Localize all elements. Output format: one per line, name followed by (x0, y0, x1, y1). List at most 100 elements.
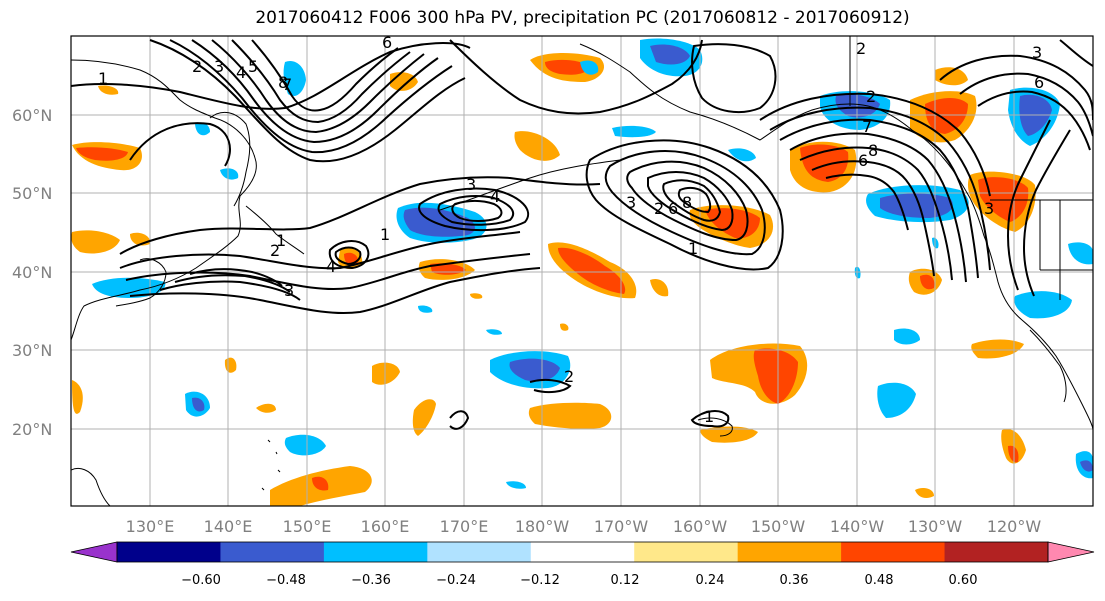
pv-contours (71, 39, 1093, 430)
contour-label: 4 (490, 187, 500, 206)
pv-contour (799, 146, 953, 281)
pv-contour (1006, 119, 1051, 291)
colorbar-segment (841, 542, 946, 562)
contour-label: 4 (236, 63, 246, 82)
coast-asia-east (71, 59, 257, 341)
precip-blob (195, 122, 210, 136)
pv-contour (691, 43, 777, 114)
precip-blob (71, 230, 120, 254)
colorbar-tick-label: −0.12 (520, 573, 560, 588)
colorbar-tick-label: −0.24 (436, 573, 476, 588)
precip-blob (700, 426, 758, 443)
pv-contour (251, 39, 399, 112)
precip-blob (1068, 242, 1093, 265)
contour-label: 1 (688, 239, 698, 258)
pv-contour (529, 378, 572, 394)
precip-blob (835, 94, 880, 118)
precip-blob (800, 144, 849, 182)
precip-blob (558, 247, 626, 294)
pv-contour (449, 39, 703, 115)
coast-kamchatka (209, 111, 251, 207)
contour-label: 2 (270, 241, 280, 260)
contour-label: 2 (192, 57, 202, 76)
precip-blob (925, 98, 968, 134)
colorbar-segment (530, 542, 635, 562)
colorbar-segment (737, 542, 842, 562)
precip-blob (284, 434, 326, 456)
lon-label: 170°E (440, 517, 489, 536)
contour-label: 6 (382, 33, 392, 52)
contour-label: 6 (858, 151, 868, 170)
colorbar-segment (944, 542, 1049, 562)
pv-contour (129, 267, 541, 315)
colorbar-tick-label: 0.12 (611, 573, 640, 588)
precip-blob (412, 399, 436, 436)
pv-contour (449, 410, 470, 430)
pv-contour (149, 39, 466, 163)
contour-label: 1 (704, 407, 714, 426)
contour-label: 6 (668, 199, 678, 218)
precip-blob (283, 60, 306, 97)
precip-blob (256, 403, 276, 413)
coast-kuril (245, 205, 305, 255)
precip-blob (72, 380, 83, 414)
contour-label: 4 (326, 257, 336, 276)
colorbar-segment (634, 542, 739, 562)
contour-label: 6 (1034, 73, 1044, 92)
pv-contour (811, 160, 935, 277)
precip-blob (506, 481, 526, 489)
precip-blob (545, 59, 590, 75)
contour-label: 1 (276, 231, 286, 250)
coast-hawaii (697, 417, 733, 437)
precip-blob (650, 44, 690, 65)
pv-contour (779, 118, 979, 279)
contour-label: 8 (278, 73, 288, 92)
map-frame (70, 35, 1094, 507)
pv-contour (191, 39, 439, 144)
precip-blob (1080, 460, 1093, 472)
coast-japan (115, 258, 167, 307)
colorbar-tick-label: 0.24 (696, 573, 725, 588)
colorbar-frame (116, 541, 1049, 563)
precip-blob (220, 168, 239, 180)
pv-contour (647, 171, 734, 232)
lat-label-20n: 20°N (12, 420, 52, 439)
colorbar (70, 541, 1095, 563)
lon-label: 130°E (126, 517, 175, 536)
precip-blob (650, 278, 669, 297)
precip-blob (224, 357, 237, 373)
colorbar-tick-labels: −0.60 −0.48 −0.36 −0.24 −0.12 0.12 0.24 … (181, 573, 977, 588)
contour-label: 7 (282, 75, 292, 94)
precip-blob (486, 329, 502, 335)
lon-label: 160°W (673, 517, 728, 536)
colorbar-tick-label: −0.60 (181, 573, 221, 588)
precip-blob (935, 67, 968, 86)
precip-blob (877, 382, 916, 418)
contour-label: 2 (654, 199, 664, 218)
contour-label: 8 (682, 193, 692, 212)
pv-contour (437, 195, 515, 226)
lat-label-30n: 30°N (12, 341, 52, 360)
pv-contour (690, 410, 730, 428)
precip-blob (854, 266, 861, 279)
pv-contour (189, 268, 283, 287)
precip-blob (509, 358, 560, 382)
longitude-labels: 130°E 140°E 150°E 160°E 170°E 180°W 170°… (126, 517, 1042, 536)
precip-blob (192, 397, 205, 412)
contour-label: 2 (564, 367, 574, 386)
contour-label: 3 (466, 175, 476, 194)
precip-blob (971, 339, 1024, 359)
pv-contour (159, 280, 301, 301)
contour-label: 2 (866, 87, 876, 106)
graticule (71, 36, 1093, 506)
pv-contour (328, 240, 370, 270)
contour-label: 7 (862, 117, 872, 136)
coast-baja (1029, 329, 1067, 403)
lon-label: 140°E (204, 517, 253, 536)
pv-contour (1059, 39, 1093, 67)
lon-label: 180°W (515, 517, 570, 536)
contour-label: 3 (284, 281, 294, 300)
precip-blob (894, 328, 920, 345)
precip-blob (390, 72, 418, 91)
contour-label: 1 (98, 69, 108, 88)
